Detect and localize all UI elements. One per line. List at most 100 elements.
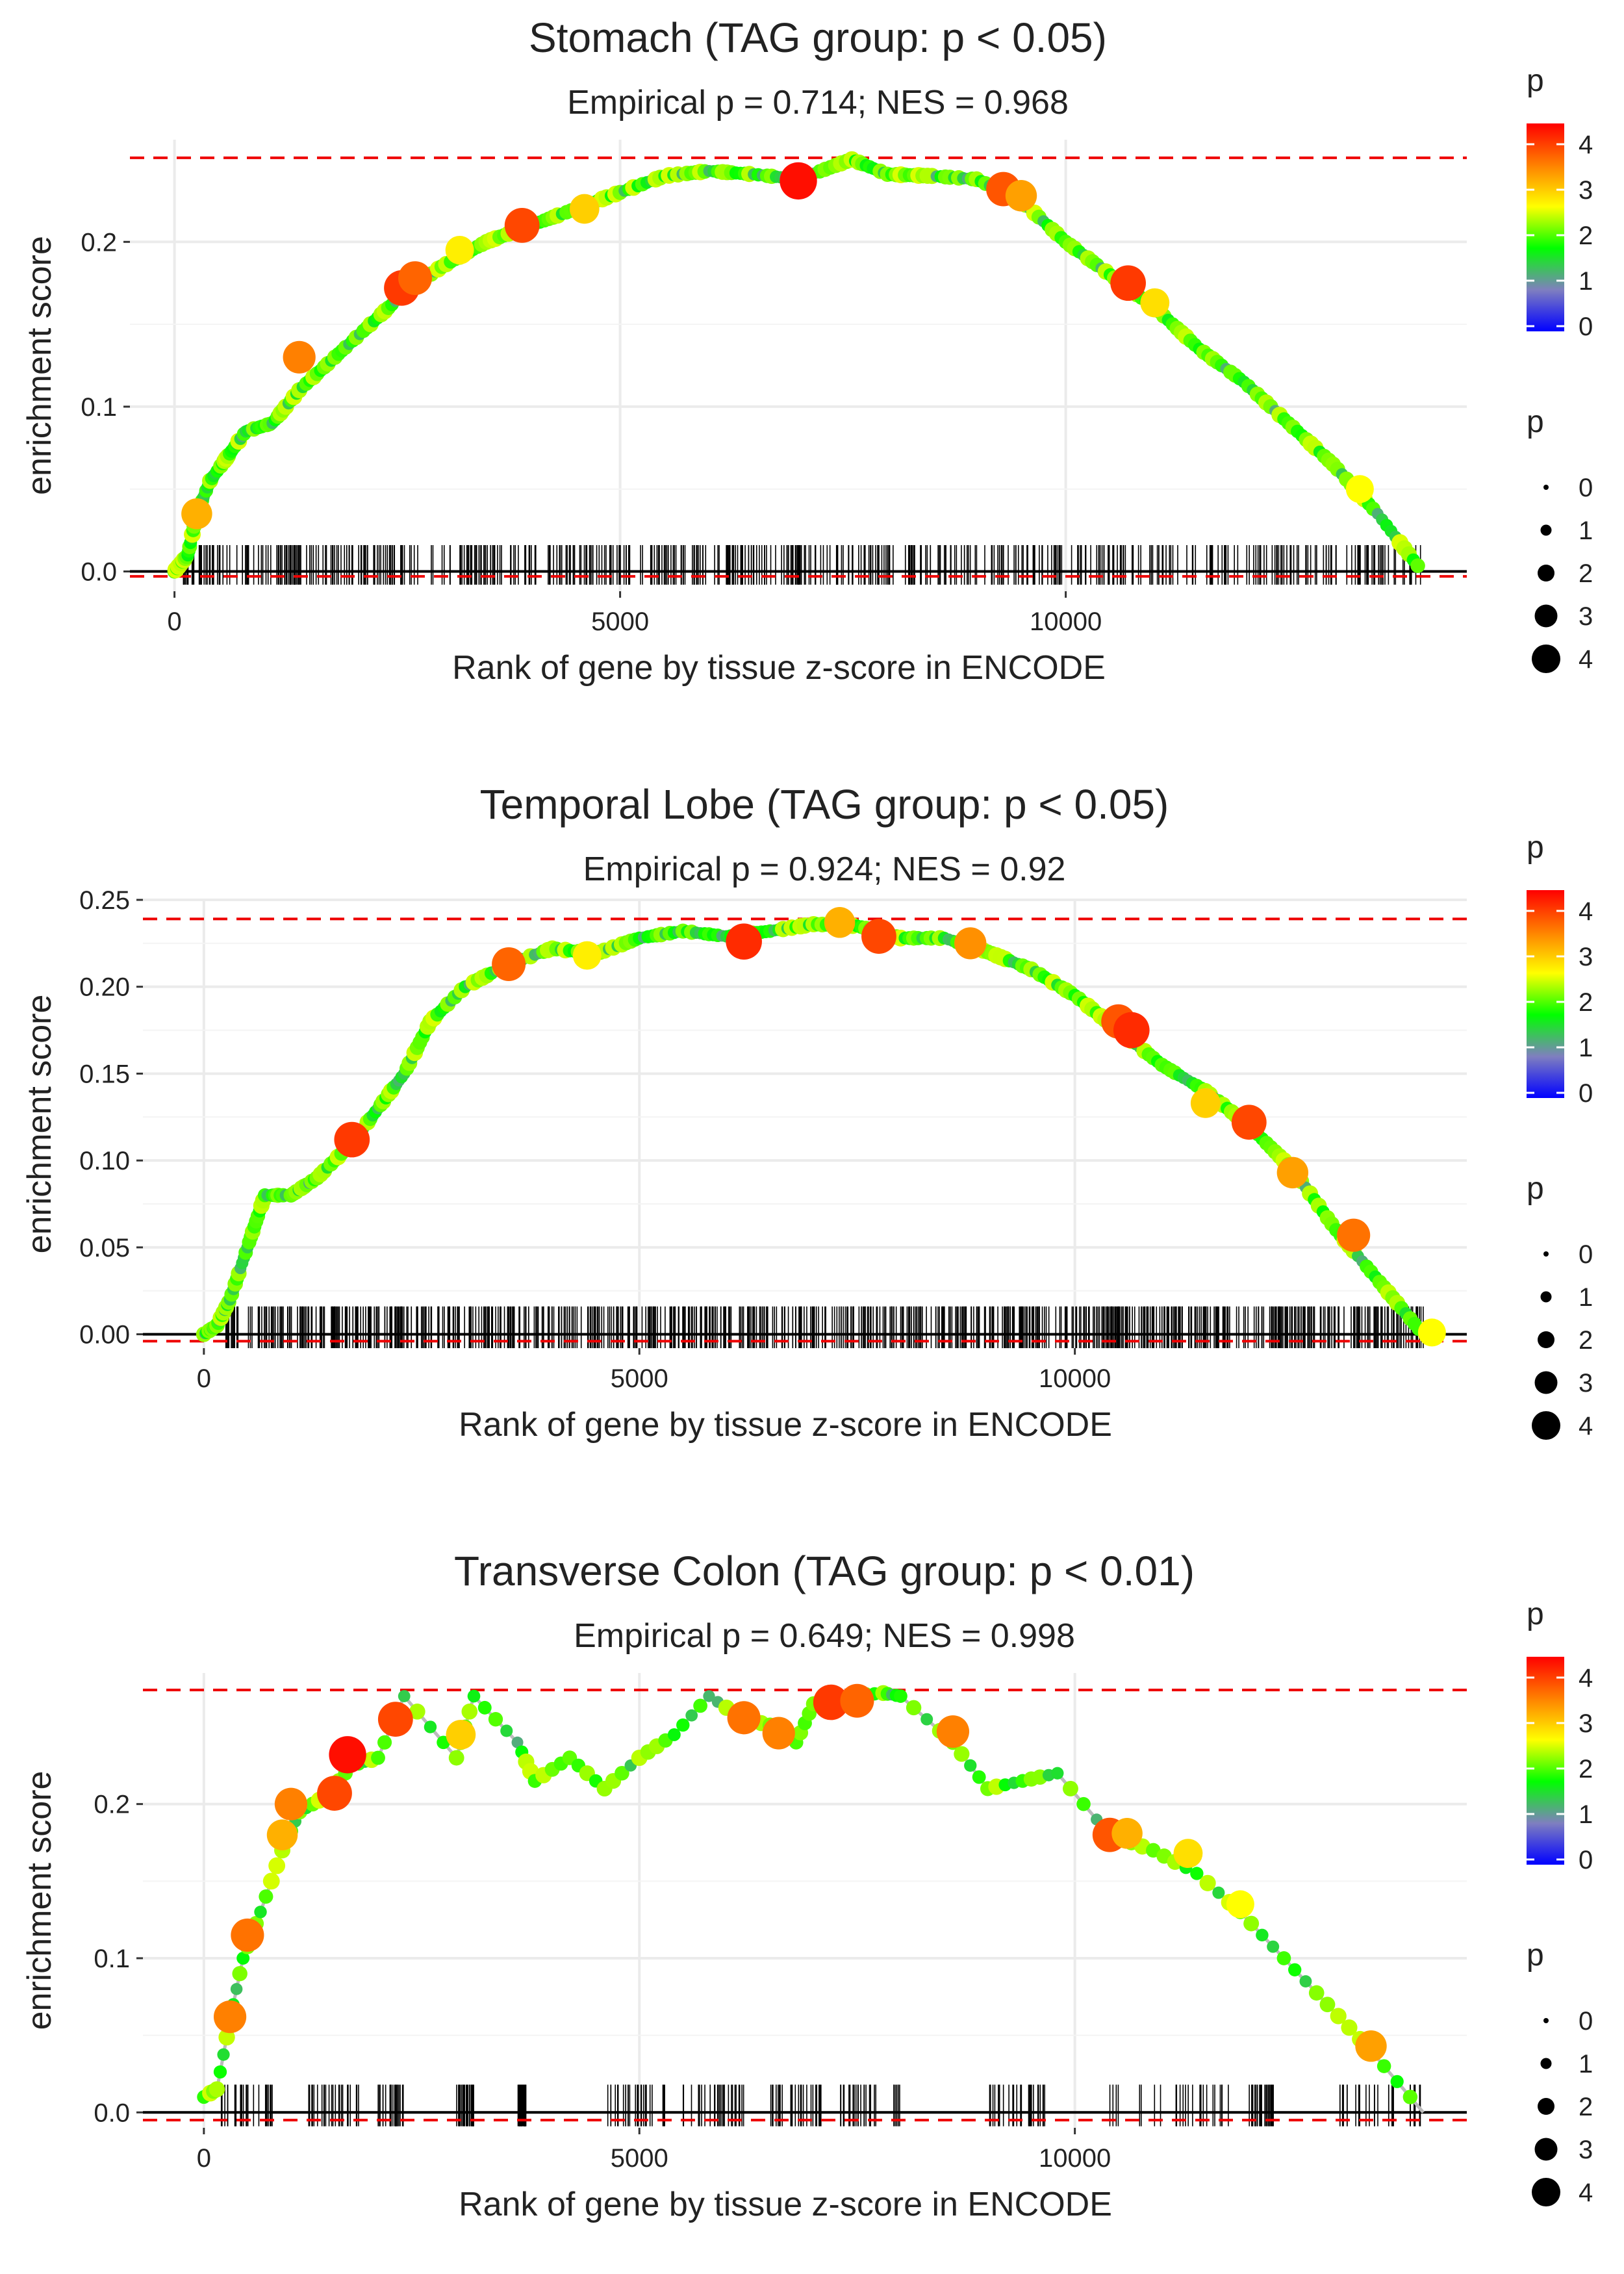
highlight-point bbox=[1231, 1105, 1267, 1140]
curve-point bbox=[477, 1700, 492, 1715]
curve-point bbox=[218, 2028, 235, 2046]
size-legend-dot bbox=[1538, 1331, 1554, 1348]
color-bar-label: 1 bbox=[1579, 267, 1593, 296]
size-legend-dot bbox=[1534, 2138, 1558, 2161]
highlight-point bbox=[377, 1702, 413, 1737]
legend-2: p 0 1 2 3 4 p 0 1 2 3 4 bbox=[1527, 830, 1593, 1440]
size-legend-dot bbox=[1534, 604, 1558, 628]
curve-point bbox=[232, 1965, 247, 1982]
curve-point bbox=[1299, 1975, 1312, 1988]
color-bar-label: 2 bbox=[1579, 222, 1593, 250]
curve-point bbox=[972, 1770, 986, 1784]
x-axis-label: Rank of gene by tissue z-score in ENCODE bbox=[459, 2186, 1112, 2223]
highlight-point bbox=[446, 1720, 476, 1750]
curve-point bbox=[209, 2081, 225, 2098]
size-legend-dot bbox=[1540, 1291, 1552, 1303]
x-tick-label: 0 bbox=[197, 2144, 211, 2173]
curve-point bbox=[1190, 1867, 1204, 1880]
curve-point bbox=[1076, 1796, 1091, 1811]
x-tick-label: 10000 bbox=[1039, 1364, 1111, 1393]
highlight-point bbox=[181, 498, 212, 530]
y-tick-label: 0.20 bbox=[79, 973, 130, 1002]
highlight-points bbox=[181, 162, 1374, 530]
size-legend-label: 2 bbox=[1579, 1326, 1593, 1355]
size-legend-dot bbox=[1532, 1411, 1560, 1440]
y-tick-label: 0.0 bbox=[81, 558, 117, 587]
curve-point bbox=[964, 1759, 977, 1772]
color-bar-label: 2 bbox=[1579, 988, 1593, 1017]
color-legend-title: p bbox=[1527, 1597, 1544, 1631]
color-bar-label: 0 bbox=[1579, 1846, 1593, 1874]
size-legend-label: 0 bbox=[1579, 474, 1593, 502]
size-legend-label: 1 bbox=[1579, 2050, 1593, 2078]
panel-subtitle: Empirical p = 0.924; NES = 0.92 bbox=[583, 850, 1066, 888]
highlight-point bbox=[231, 1918, 264, 1952]
panel-2: Temporal Lobe (TAG group: p < 0.05) Empir… bbox=[21, 781, 1593, 1444]
curve-point bbox=[1341, 2019, 1358, 2036]
highlight-point bbox=[1110, 265, 1146, 301]
highlight-point bbox=[1113, 1012, 1150, 1049]
color-bar-label: 0 bbox=[1579, 1079, 1593, 1108]
size-legend-label: 0 bbox=[1579, 2007, 1593, 2036]
highlight-point bbox=[1355, 2030, 1387, 2062]
highlight-point bbox=[334, 1121, 370, 1158]
size-legend-label: 0 bbox=[1579, 1240, 1593, 1269]
panel-title: Temporal Lobe (TAG group: p < 0.05) bbox=[480, 781, 1169, 828]
size-legend-label: 3 bbox=[1579, 2136, 1593, 2164]
curve-point bbox=[1402, 2089, 1418, 2104]
color-bar-label: 4 bbox=[1579, 897, 1593, 926]
highlight-point bbox=[317, 1776, 352, 1811]
x-tick-label: 5000 bbox=[611, 1364, 668, 1393]
curve-point bbox=[920, 1713, 933, 1726]
color-bar bbox=[1527, 890, 1564, 1098]
curve-point bbox=[1308, 1985, 1325, 2001]
highlight-point bbox=[1345, 475, 1374, 504]
x-tick-label: 10000 bbox=[1030, 607, 1102, 636]
highlight-point bbox=[445, 235, 474, 264]
highlight-point bbox=[266, 1819, 298, 1850]
size-legend-dot bbox=[1532, 2178, 1560, 2206]
curve-point bbox=[1319, 1997, 1336, 2013]
curve-point bbox=[371, 1750, 385, 1765]
y-tick-label: 0.2 bbox=[94, 1791, 130, 1819]
size-legend-label: 1 bbox=[1579, 1283, 1593, 1312]
highlight-point bbox=[1140, 288, 1170, 318]
highlight-points bbox=[213, 1683, 1387, 2062]
color-bar-label: 3 bbox=[1579, 1709, 1593, 1738]
enrichment-curve bbox=[173, 157, 1424, 573]
size-legend-dot bbox=[1543, 1251, 1549, 1257]
y-tick-label: 0.15 bbox=[79, 1060, 130, 1088]
curve-point bbox=[259, 1889, 273, 1904]
curve-point bbox=[467, 1689, 481, 1703]
curve-point bbox=[894, 1689, 907, 1703]
color-bar-label: 4 bbox=[1579, 131, 1593, 159]
highlight-points bbox=[334, 907, 1446, 1347]
y-tick-label: 0.25 bbox=[79, 886, 130, 915]
color-legend-title: p bbox=[1527, 830, 1544, 865]
highlight-point bbox=[861, 919, 896, 954]
curve-point bbox=[676, 1718, 690, 1732]
highlight-point bbox=[1005, 180, 1037, 212]
curve-point bbox=[615, 1765, 629, 1781]
gene-rug bbox=[225, 1306, 1424, 1348]
highlight-point bbox=[1276, 1156, 1309, 1189]
curve-point bbox=[1051, 1767, 1064, 1780]
x-tick-label: 10000 bbox=[1039, 2144, 1111, 2173]
curve-point bbox=[693, 1698, 707, 1713]
size-legend-dot bbox=[1543, 2018, 1549, 2023]
curve-point bbox=[377, 1735, 392, 1750]
size-legend-dot bbox=[1540, 524, 1552, 536]
curve-point bbox=[1267, 1940, 1280, 1953]
highlight-point bbox=[762, 1717, 795, 1750]
curve-point bbox=[424, 1720, 437, 1733]
curve-point bbox=[511, 1736, 524, 1748]
highlight-point bbox=[824, 907, 856, 938]
curve-point bbox=[409, 1704, 425, 1720]
curve-point bbox=[268, 1857, 286, 1874]
panel-title: Transverse Colon (TAG group: p < 0.01) bbox=[454, 1548, 1195, 1594]
curve-point bbox=[703, 1690, 715, 1702]
curve-point bbox=[1288, 1963, 1302, 1976]
curve-point bbox=[500, 1724, 513, 1737]
curve-point bbox=[667, 1728, 681, 1741]
